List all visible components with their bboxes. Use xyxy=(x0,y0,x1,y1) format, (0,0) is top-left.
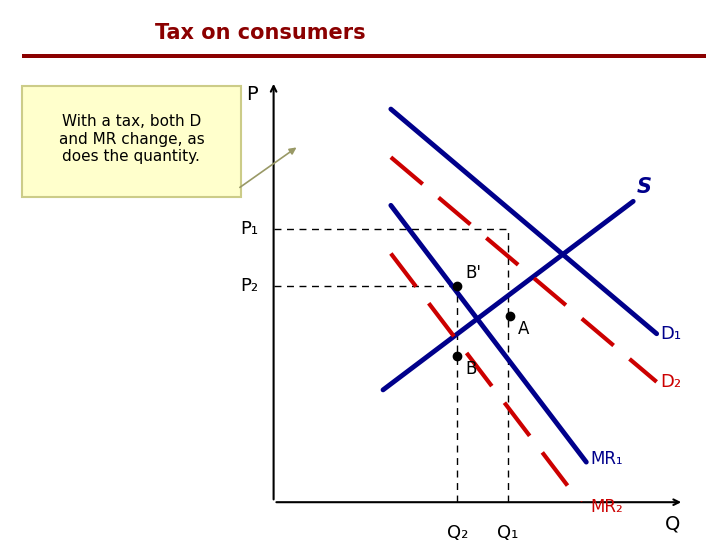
Text: With a tax, both D
and MR change, as
does the quantity.: With a tax, both D and MR change, as doe… xyxy=(58,114,204,164)
Text: MR₂: MR₂ xyxy=(590,498,623,516)
Text: D₁: D₁ xyxy=(660,325,682,343)
Text: MR₁: MR₁ xyxy=(590,450,623,468)
Text: D₂: D₂ xyxy=(660,373,682,391)
Text: Q₁: Q₁ xyxy=(498,524,519,540)
Text: Figure 9b: Figure 9b xyxy=(25,24,115,42)
Text: S: S xyxy=(637,177,652,197)
Text: P: P xyxy=(246,85,258,104)
Text: P₁: P₁ xyxy=(240,220,258,239)
Text: Q₂: Q₂ xyxy=(446,524,468,540)
Text: Q: Q xyxy=(665,515,680,534)
Text: B': B' xyxy=(465,264,481,281)
Text: A: A xyxy=(518,320,529,338)
Text: B: B xyxy=(465,360,477,378)
Text: P₂: P₂ xyxy=(240,276,258,295)
Text: Tax on consumers: Tax on consumers xyxy=(155,23,366,43)
